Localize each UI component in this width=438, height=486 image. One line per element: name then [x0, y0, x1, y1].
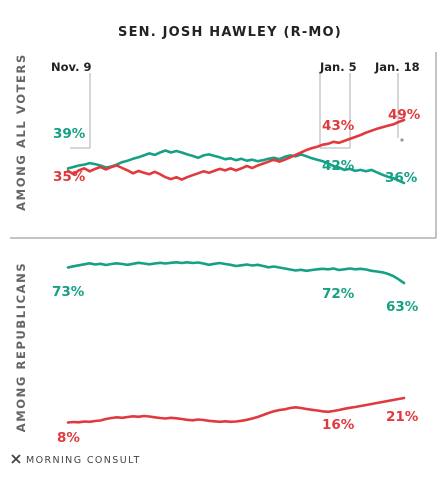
label-all-green-jan5: 42%	[322, 158, 355, 174]
label-all-green-end: 36%	[385, 170, 418, 186]
date-label-nov9: Nov. 9	[51, 60, 91, 74]
label-all-red-start: 35%	[53, 169, 86, 185]
label-rep-red-jan5: 16%	[322, 417, 355, 433]
date-label-jan18: Jan. 18	[374, 60, 420, 74]
label-rep-red-start: 8%	[57, 430, 80, 446]
label-all-green-start: 39%	[53, 126, 86, 142]
label-rep-green-start: 73%	[52, 284, 85, 300]
source-brand: MORNING CONSULT	[26, 455, 141, 466]
panel-label-all-voters: AMONG ALL VOTERS	[14, 53, 28, 211]
series-line-all-red	[66, 118, 406, 181]
morning-consult-logo-icon	[11, 454, 21, 464]
label-rep-red-end: 21%	[386, 409, 419, 425]
panel-label-republicans: AMONG REPUBLICANS	[14, 262, 28, 432]
chart-title: SEN. JOSH HAWLEY (R-MO)	[118, 25, 342, 40]
series-line-all-green	[66, 149, 406, 185]
series-line-rep-red	[66, 396, 406, 424]
label-rep-green-end: 63%	[386, 299, 419, 315]
panel-all-voters-lines	[66, 118, 406, 185]
series-line-rep-green	[66, 260, 406, 285]
marker-dot-jan18	[400, 138, 404, 142]
date-label-jan5: Jan. 5	[319, 60, 357, 74]
label-rep-green-jan5: 72%	[322, 286, 355, 302]
label-all-red-jan5: 43%	[322, 118, 355, 134]
label-all-red-end: 49%	[388, 107, 421, 123]
panel-republicans-lines	[66, 260, 406, 424]
